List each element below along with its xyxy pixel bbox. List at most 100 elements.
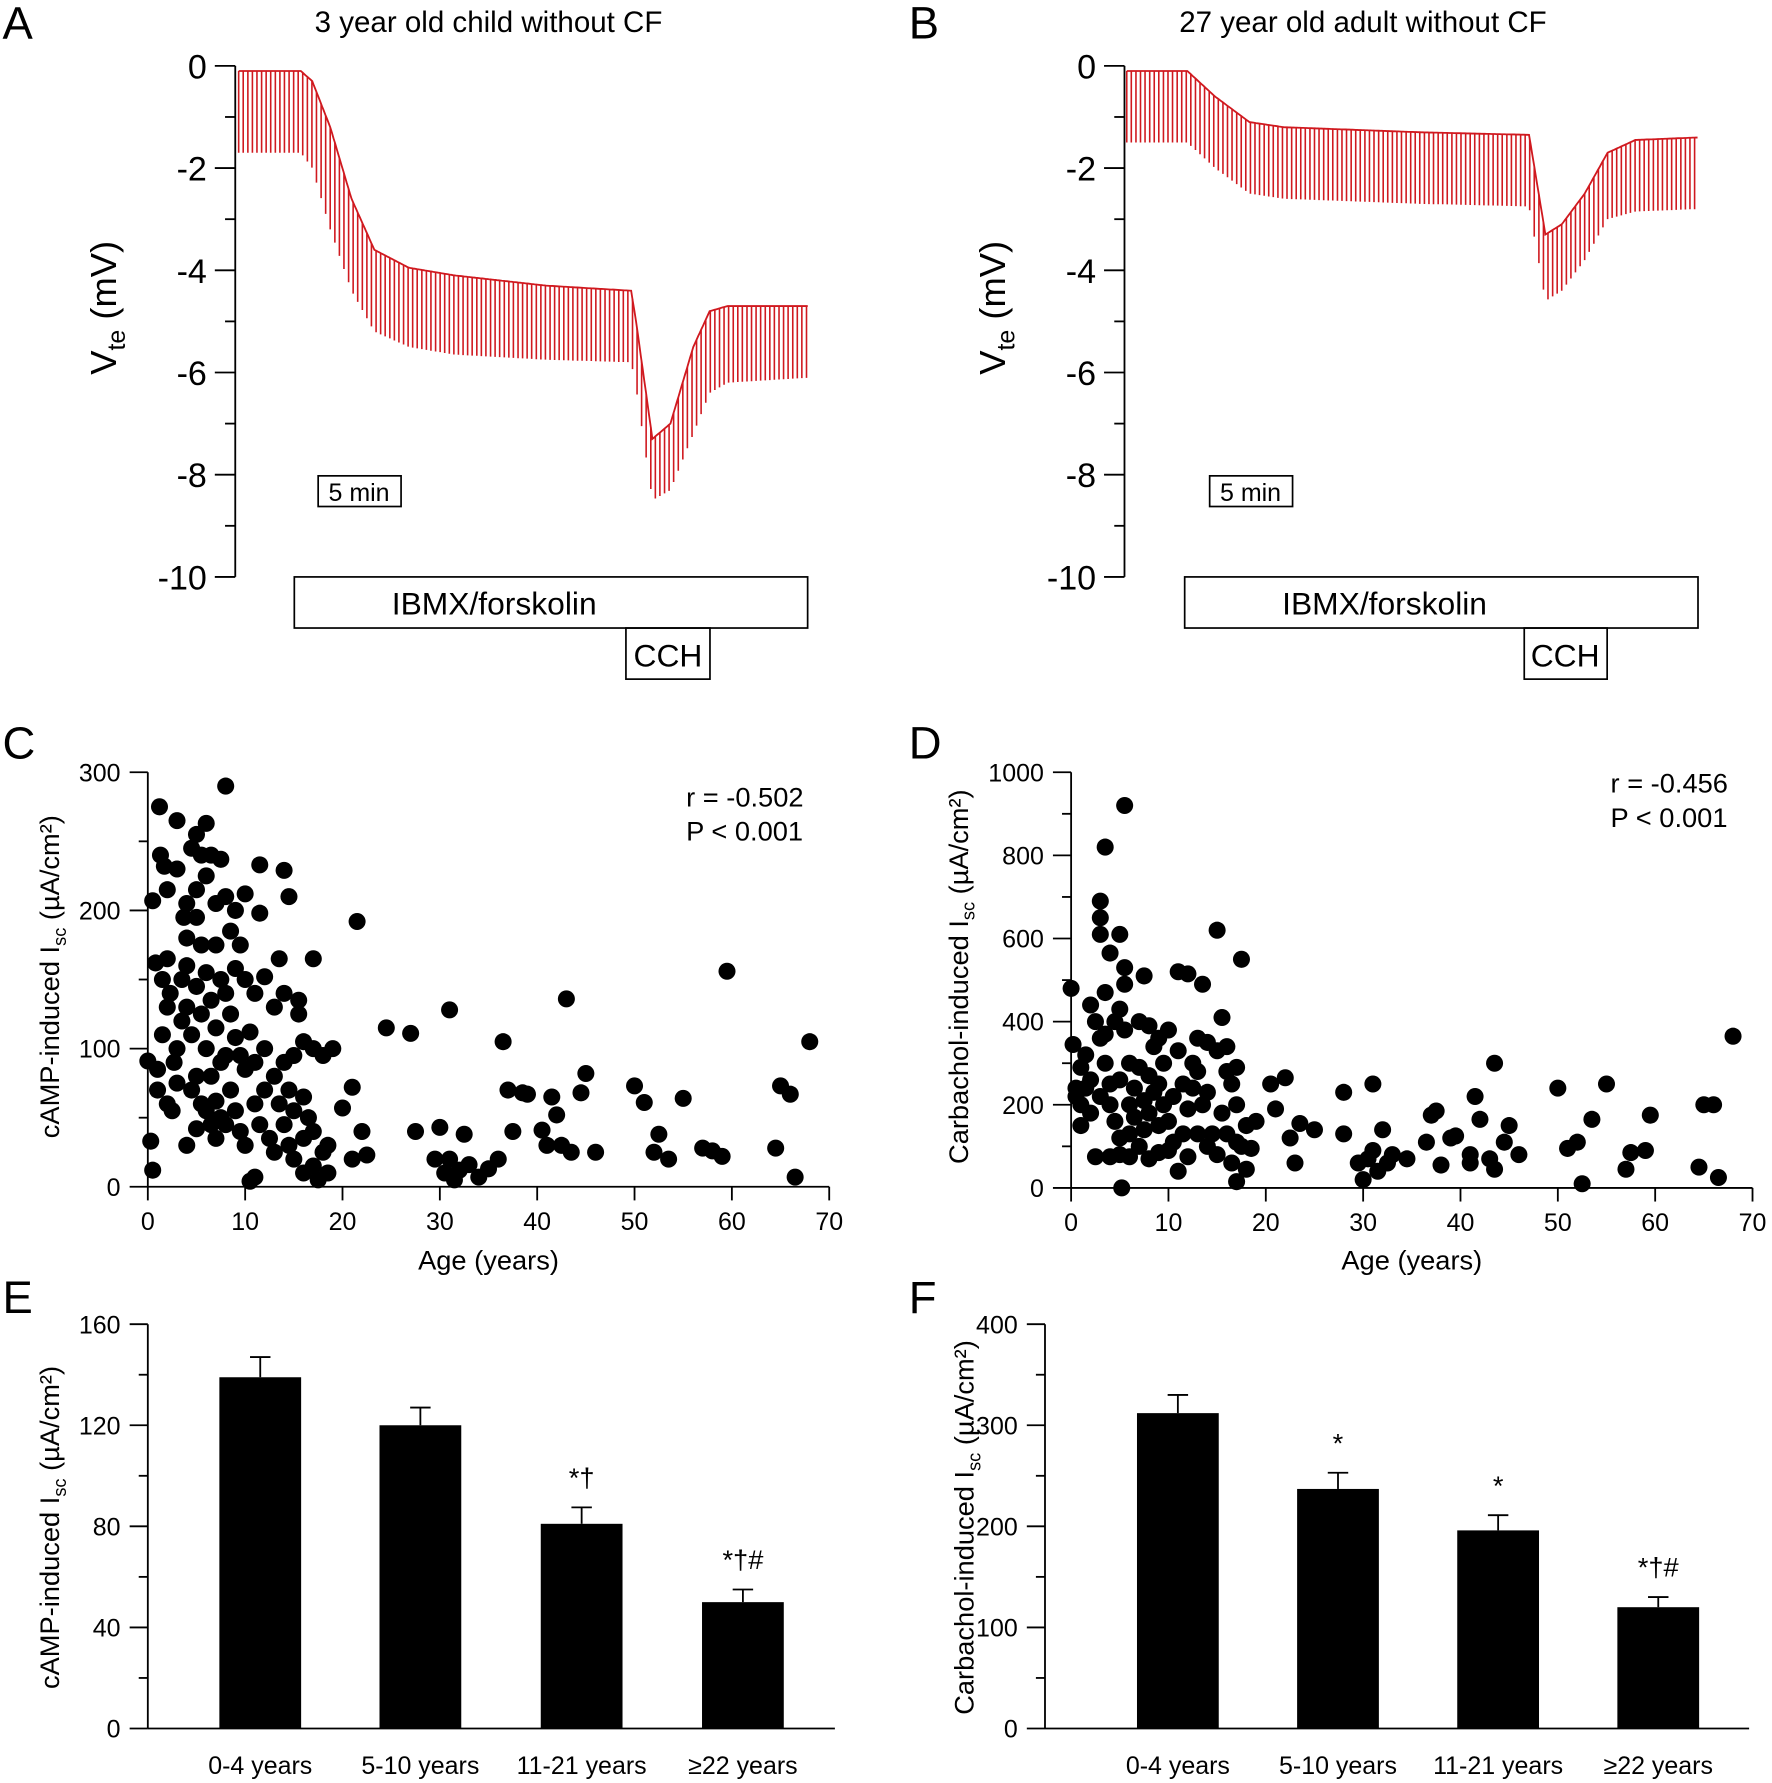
panel-c-data-point <box>217 1116 235 1134</box>
panel-c-x-tick-label: 0 <box>141 1208 155 1236</box>
panel-c-x-tick-label: 60 <box>718 1208 746 1236</box>
panel-c-data-point <box>304 950 322 968</box>
panel-d-x-tick-label: 20 <box>1252 1209 1280 1237</box>
panel-c-data-point <box>226 1102 244 1120</box>
panel-c-data-point <box>358 1146 376 1164</box>
panel-c-data-point <box>217 1046 235 1065</box>
svg-text:CCH: CCH <box>1531 638 1600 674</box>
panel-c-data-point <box>178 929 196 947</box>
panel-d-y-tick-label: 200 <box>1002 1092 1044 1120</box>
panel-d-data-point <box>1690 1158 1708 1176</box>
panel-d-data-point <box>1242 1139 1260 1157</box>
panel-b-y-tick-label: -8 <box>1066 457 1096 495</box>
svg-text:IBMX/forskolin: IBMX/forskolin <box>392 585 597 621</box>
panel-c-data-point <box>192 936 210 954</box>
panel-f-y-tick-label: 0 <box>1004 1716 1018 1744</box>
panel-d-xlabel: Age (years) <box>1341 1245 1482 1276</box>
panel-f-bar <box>1617 1607 1700 1729</box>
panel-c-data-point <box>265 1143 283 1161</box>
panel-c-data-point <box>207 1019 225 1037</box>
panel-b-y-tick-label: 0 <box>1077 48 1096 86</box>
panel-c-data-point <box>212 970 230 989</box>
panel-c-xlabel: Age (years) <box>418 1245 559 1276</box>
panel-e-y-tick-label: 0 <box>107 1716 121 1744</box>
panel-c-data-point <box>285 1150 303 1168</box>
panel-f-significance-mark: * <box>1493 1470 1504 1501</box>
panel-c-data-point <box>402 1024 420 1042</box>
panel-a-y-tick-label: -2 <box>177 151 207 189</box>
panel-c-data-point <box>304 1122 322 1141</box>
panel-e-category-label: 0-4 years <box>208 1752 312 1780</box>
panel-c-data-point <box>217 984 235 1002</box>
panel-c-data-point <box>645 1143 663 1161</box>
panel-d-data-point <box>1125 1079 1143 1097</box>
panel-c-data-point <box>455 1125 473 1143</box>
panel-e-category-label: 11-21 years <box>517 1752 647 1780</box>
panel-c-x-tick-label: 70 <box>815 1208 843 1236</box>
svg-text:IBMX/forskolin: IBMX/forskolin <box>1282 585 1487 621</box>
panel-d-data-point <box>1179 1100 1197 1118</box>
panel-d-data-point <box>1495 1133 1513 1151</box>
panel-d-data-point <box>1091 892 1109 910</box>
panel-f-y-tick-label: 300 <box>976 1412 1018 1440</box>
panel-c-data-point <box>295 1088 313 1106</box>
panel-d-data-point <box>1198 1083 1216 1101</box>
panel-d-data-point <box>1179 1148 1197 1166</box>
panel-d-x-tick-label: 40 <box>1447 1209 1475 1237</box>
panel-d-data-point <box>1262 1075 1280 1093</box>
panel-d-data-point <box>1174 1125 1192 1143</box>
svg-text:5 min: 5 min <box>329 479 390 507</box>
panel-c-data-point <box>285 1102 303 1120</box>
panel-d-data-point <box>1086 1013 1104 1031</box>
panel-c-data-point <box>222 1081 240 1099</box>
panel-d-data-point <box>1461 1154 1479 1172</box>
panel-c-data-point <box>343 1078 361 1096</box>
panel-d-data-point <box>1432 1156 1450 1174</box>
panel-c-data-point <box>377 1019 395 1037</box>
panel-d-data-point <box>1077 1046 1095 1064</box>
panel-c-data-point <box>142 1132 160 1150</box>
panel-c-data-point <box>155 857 173 875</box>
panel-d-data-point <box>1155 1054 1173 1072</box>
panel-c-data-point <box>265 998 283 1016</box>
panel-e-y-tick-label: 40 <box>93 1614 121 1642</box>
panel-d-data-point <box>1228 1173 1246 1191</box>
panel-c-data-point <box>406 1122 425 1141</box>
panel-f-ylabel: Carbachol-induced Isc (µA/cm²) <box>948 1340 984 1715</box>
panel-c-data-point <box>499 1081 517 1099</box>
panel-c-data-point <box>353 1122 371 1141</box>
panel-d-data-point <box>1383 1146 1401 1164</box>
panel-c-data-point <box>538 1136 556 1154</box>
panel-d-r-value: r = -0.456 <box>1611 768 1728 799</box>
panel-d-data-point <box>1583 1110 1601 1128</box>
panel-c-data-point <box>577 1064 595 1082</box>
panel-d-data-point <box>1150 1075 1168 1093</box>
panel-c-data-point <box>173 1012 191 1030</box>
panel-d-data-point <box>1096 838 1114 856</box>
panel-d-x-tick-label: 50 <box>1544 1209 1572 1237</box>
panel-c-data-point <box>226 1029 244 1047</box>
panel-c-data-point <box>280 1136 298 1154</box>
panel-d-data-point <box>1568 1133 1586 1151</box>
panel-d-data-point <box>1072 1117 1090 1135</box>
panel-d-data-point <box>1159 1112 1177 1130</box>
panel-c-data-point <box>333 1099 352 1117</box>
panel-c-data-point <box>251 1116 269 1134</box>
panel-e-category-label: ≥22 years <box>688 1752 797 1780</box>
panel-c-data-point <box>168 1040 186 1058</box>
panel-c-data-point <box>767 1139 785 1157</box>
panel-c-data-point <box>489 1150 507 1168</box>
panel-c-data-point <box>557 990 575 1008</box>
panel-c-data-point <box>222 922 240 940</box>
panel-d-y-tick-label: 600 <box>1002 926 1044 954</box>
panel-d-data-point <box>1335 1125 1353 1143</box>
panel-a-y-tick-label: 0 <box>188 48 207 86</box>
panel-d-data-point <box>1096 1025 1114 1043</box>
panel-f-category-label: 5-10 years <box>1279 1752 1397 1780</box>
panel-c-data-point <box>324 1040 342 1058</box>
panel-b-vte-trace-baseline <box>1126 70 1698 236</box>
panel-d-data-point <box>1228 1096 1246 1114</box>
panel-a-ylabel: Vte (mV) <box>83 241 131 375</box>
panel-c-data-point <box>319 1136 337 1154</box>
panel-d-data-point <box>1709 1169 1727 1187</box>
